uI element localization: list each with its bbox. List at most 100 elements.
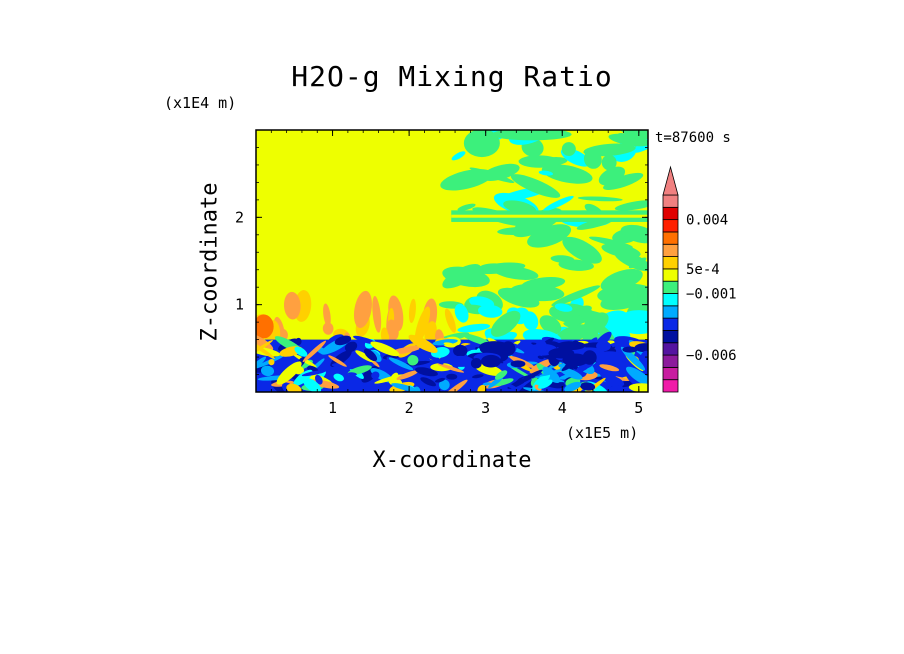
contour-blob-green [558,259,594,271]
contour-blob-boundary [294,346,308,357]
contour-blob-boundary [539,368,565,377]
contour-blob-green [527,224,572,248]
colorbar-segment [662,256,679,270]
contour-blob-mid [571,314,584,325]
contour-blob-boundary [470,358,482,369]
contour-blob-mid [490,310,521,337]
contour-blob-boundary [344,341,358,353]
contour-blob-orange [323,303,331,327]
contour-blob-boundary [430,363,453,372]
plot-frame [255,129,649,393]
contour-blob-green [628,257,647,269]
contour-blob-boundary [414,367,438,377]
chart-title: H2O-g Mixing Ratio [291,60,613,93]
x-axis-label: X-coordinate [372,448,532,473]
contour-blob-cyan [616,310,648,335]
contour-blob-boundary [334,335,352,346]
contour-blob-boundary [482,382,492,386]
contour-blob-mid [567,325,581,344]
colorbar-segment [662,366,679,381]
x-axis-unit: (x1E5 m) [566,424,639,442]
contour-blob-boundary [391,383,418,392]
time-label: t=87600 s [655,130,731,146]
contour-blob-boundary [453,344,468,357]
contour-blob-green [589,236,633,249]
contour-blob-mid [523,311,539,331]
colorbar-segment [662,243,679,257]
contour-blob-boundary [559,367,583,380]
x-tick-label: 4 [558,399,567,417]
colorbar-tick-label: 0.004 [686,213,728,229]
contour-blob-orange [283,291,301,320]
contour-blob-boundary [446,373,458,380]
colorbar: 0.004 5e-4 −0.001 −0.006 [662,165,737,393]
contour-blob-orange [424,321,437,346]
contour-blob-boundary [330,350,352,367]
contour-blob-boundary [434,377,446,383]
colorbar-segment [662,206,679,221]
contour-blob-boundary [302,340,327,363]
contour-blob-boundary [388,357,414,371]
contour-blob-green [457,203,476,211]
contour-blob-boundary [599,364,620,372]
contour-blob-boundary [510,360,526,368]
contour-blob-boundary [355,350,374,363]
contour-blob-boundary [303,377,322,392]
contour-blob-boundary [370,341,400,357]
colorbar-segment [662,354,679,368]
contour-blob-boundary [593,351,626,365]
contour-blob-orange [372,295,382,333]
contour-blob-boundary [479,343,505,355]
contour-blob-boundary [562,353,589,367]
contour-blob-boundary [523,387,551,392]
contour-blob-green [521,276,566,291]
contour-blob-boundary [347,372,357,376]
colorbar-segment [662,268,679,282]
contour-blob-boundary [564,381,582,392]
colorbar-tick-label: −0.001 [686,287,737,303]
colorbar-segment [662,305,679,319]
colorbar-segment [662,330,679,344]
colorbar-segment [662,231,679,245]
contour-blob-boundary [268,359,275,366]
contour-blob-boundary [333,373,344,382]
contour-blob-boundary [407,355,419,366]
contour-blob-green [478,263,504,272]
contour-blob-green [601,154,617,171]
contour-blob-boundary [474,362,504,377]
contour-blob-boundary [408,334,438,353]
contour-blob-boundary [501,341,516,356]
contour-blob-boundary [634,343,648,353]
plot-axes: 1 2 3 4 5 1 2 [235,129,649,417]
contour-blob-green [577,196,623,202]
contour-blob-green [491,130,572,141]
colorbar-segment [662,293,679,307]
contour-blob-boundary [328,355,347,367]
contour-blob-orange [322,322,334,335]
contour-blob-orange [353,290,372,329]
colorbar-segment [662,280,679,294]
contour-blob-green [543,195,574,212]
contour-blob-boundary [256,342,275,359]
colorbar-extend-arrow [662,165,679,196]
contour-field [256,130,648,392]
contour-blob-boundary [396,370,419,380]
y-tick-label: 1 [235,296,244,314]
contour-blob-boundary [371,371,380,380]
colorbar-tick-label: 5e-4 [686,262,720,278]
contour-blob-green [618,130,648,146]
contour-blob-green [541,164,593,184]
contour-blob-green [510,174,561,198]
contour-blob-boundary [596,341,611,352]
contour-blob-mid [457,323,491,333]
contour-blob-boundary [556,341,586,351]
contour-blob-mid [630,300,648,307]
contour-blob-boundary [480,354,502,368]
contour-blob-orange [414,306,431,345]
contour-blob-boundary [537,379,553,389]
contour-band [451,219,648,222]
contour-blob-boundary [542,366,561,384]
contour-blob-boundary [580,382,596,391]
colorbar-segment [662,342,679,356]
colorbar-segment [662,219,679,233]
